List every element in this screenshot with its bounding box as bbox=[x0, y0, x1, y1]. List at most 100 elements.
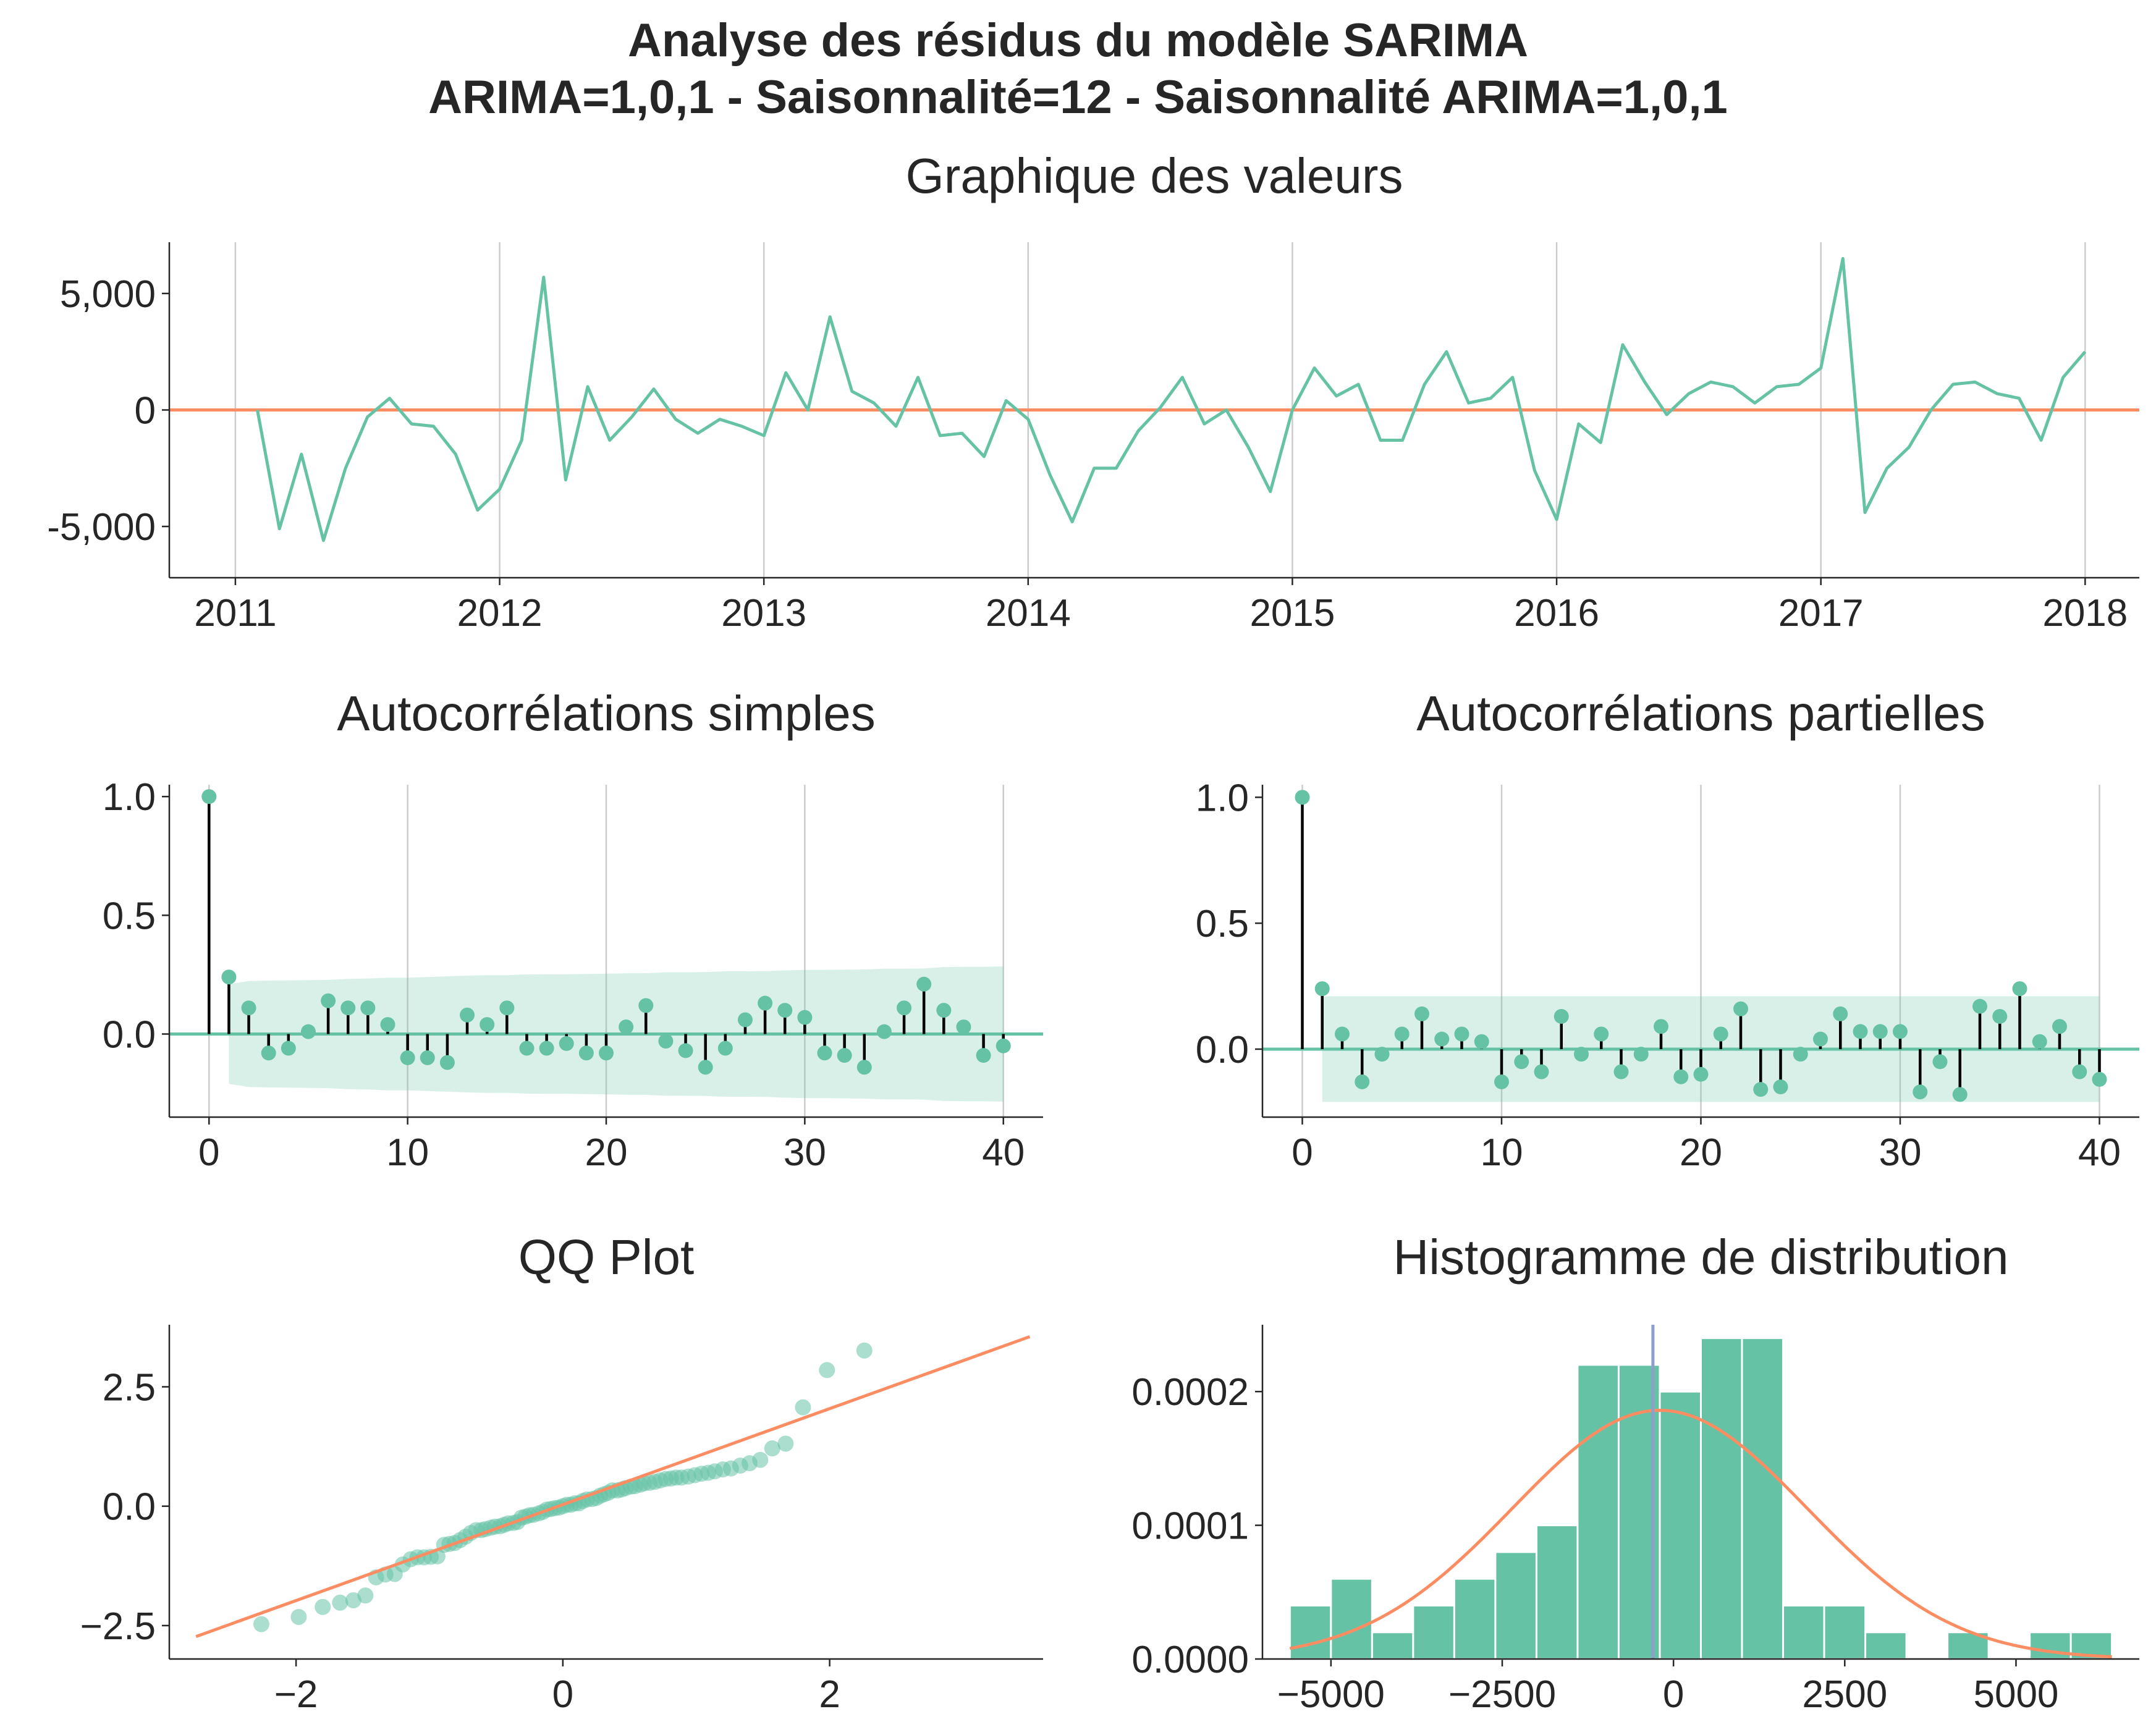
stem-marker bbox=[281, 1041, 296, 1056]
qq-point bbox=[253, 1616, 269, 1632]
stem-marker bbox=[578, 1045, 594, 1061]
x-tick-label: 10 bbox=[386, 1131, 429, 1174]
x-tick-label: 2014 bbox=[986, 592, 1071, 635]
stem-marker bbox=[340, 1000, 356, 1016]
qq-point bbox=[764, 1440, 780, 1457]
x-tick-label: 5000 bbox=[1973, 1673, 2058, 1716]
histogram-bar bbox=[1288, 1604, 1332, 1660]
stem-marker bbox=[1613, 1064, 1629, 1079]
stem-marker bbox=[2052, 1019, 2067, 1034]
stem-marker bbox=[1773, 1079, 1788, 1095]
x-tick-label: 20 bbox=[585, 1131, 628, 1174]
stem-marker bbox=[817, 1045, 832, 1061]
stem-marker bbox=[559, 1036, 574, 1051]
y-tick-label: 0.5 bbox=[103, 895, 156, 937]
y-tick-label: 0.0 bbox=[103, 1486, 156, 1529]
y-tick-label: −2.5 bbox=[80, 1605, 156, 1648]
histogram-bar bbox=[1494, 1551, 1537, 1660]
stem-marker bbox=[996, 1038, 1011, 1053]
stem-marker bbox=[1893, 1024, 1908, 1039]
x-tick-label: 40 bbox=[982, 1131, 1025, 1174]
stem-marker bbox=[1554, 1008, 1569, 1024]
stem-marker bbox=[460, 1007, 475, 1023]
suptitle-line-2: ARIMA=1,0,1 - Saisonnalité=12 - Saisonna… bbox=[428, 71, 1728, 124]
stem-marker bbox=[1494, 1074, 1509, 1089]
stem-marker bbox=[976, 1048, 991, 1063]
panel-title: Autocorrélations simples bbox=[337, 686, 875, 741]
stem-marker bbox=[1673, 1069, 1689, 1084]
x-tick-label: 20 bbox=[1680, 1131, 1722, 1174]
panel-acf: Autocorrélations simples 0 10 20 30 40 0.0 0.5 1… bbox=[103, 686, 1043, 1174]
y-tick-label: 2.5 bbox=[103, 1366, 156, 1409]
x-tick-label: 0 bbox=[198, 1131, 219, 1174]
stem-marker bbox=[1992, 1008, 2008, 1024]
y-tick-label: 0.0001 bbox=[1131, 1505, 1249, 1548]
stem-marker bbox=[539, 1041, 554, 1056]
stem-marker bbox=[2012, 981, 2027, 997]
stem-marker bbox=[698, 1060, 713, 1075]
stem-marker bbox=[499, 1000, 515, 1016]
panel-pacf: Autocorrélations partielles 0 10 20 30 40 0.0 0… bbox=[1196, 686, 2139, 1174]
stem-marker bbox=[2032, 1034, 2047, 1049]
stem-marker bbox=[1454, 1026, 1469, 1042]
stem-marker bbox=[1753, 1082, 1769, 1097]
stem-marker bbox=[1932, 1054, 1948, 1070]
x-tick-label: 30 bbox=[1879, 1131, 1922, 1174]
stem-marker bbox=[439, 1055, 455, 1070]
residuals-line bbox=[256, 256, 2087, 542]
stem-marker bbox=[1913, 1084, 1928, 1100]
stem-marker bbox=[1394, 1026, 1410, 1042]
histogram-bar bbox=[1782, 1604, 1825, 1660]
stem-marker bbox=[777, 1003, 793, 1018]
stem-marker bbox=[1952, 1087, 1968, 1102]
stem-marker bbox=[916, 976, 932, 992]
y-tick-label: 0.0002 bbox=[1131, 1371, 1249, 1414]
panel-histogram: Histogramme de distribution −5000 −2500 0 25… bbox=[1131, 1230, 2139, 1716]
stem-marker bbox=[2072, 1064, 2087, 1079]
y-tick-label: 1.0 bbox=[1196, 777, 1249, 819]
stem-marker bbox=[380, 1017, 395, 1032]
stem-marker bbox=[1633, 1047, 1649, 1062]
figure-suptitle: Analyse des résidus du modèle SARIMA ARI… bbox=[0, 12, 2156, 126]
stem-marker bbox=[717, 1041, 733, 1056]
x-tick-label: 2017 bbox=[1778, 592, 1864, 635]
qq-point bbox=[332, 1594, 349, 1611]
stem-marker bbox=[1314, 981, 1330, 997]
y-tick-label: 5,000 bbox=[60, 273, 156, 316]
histogram-bar bbox=[1823, 1604, 1867, 1660]
panel-title: QQ Plot bbox=[518, 1230, 695, 1285]
stem-marker bbox=[1793, 1047, 1808, 1062]
x-tick-label: −5000 bbox=[1277, 1673, 1385, 1716]
stem-marker bbox=[1474, 1034, 1489, 1049]
stem-marker bbox=[400, 1050, 415, 1065]
stem-marker bbox=[1594, 1026, 1609, 1042]
qq-point bbox=[357, 1587, 374, 1604]
suptitle-line-1: Analyse des résidus du modèle SARIMA bbox=[627, 14, 1529, 67]
y-tick-label: 0.5 bbox=[1196, 903, 1249, 945]
histogram-bar bbox=[1700, 1337, 1743, 1660]
histogram-bar bbox=[2029, 1631, 2072, 1660]
panel-values: Graphique des valeurs 2011 2012 2013 2014 201… bbox=[47, 148, 2139, 635]
qq-reference-line bbox=[195, 1335, 1031, 1639]
x-tick-label: 10 bbox=[1481, 1131, 1523, 1174]
x-tick-label: 2500 bbox=[1802, 1673, 1887, 1716]
stem-marker bbox=[1972, 998, 1987, 1014]
stem-marker bbox=[1713, 1026, 1728, 1042]
x-tick-label: 2016 bbox=[1514, 592, 1599, 635]
y-tick-label: 0.0 bbox=[103, 1014, 156, 1057]
histogram-bar bbox=[1330, 1577, 1373, 1660]
stem-marker bbox=[321, 993, 336, 1008]
stem-marker bbox=[936, 1003, 952, 1018]
x-tick-label: 40 bbox=[2078, 1131, 2121, 1174]
stem-marker bbox=[360, 1000, 376, 1016]
stem-marker bbox=[2092, 1071, 2107, 1087]
x-tick-label: 2015 bbox=[1249, 592, 1335, 635]
qq-point bbox=[752, 1451, 769, 1468]
y-tick-label: 0.0 bbox=[1196, 1029, 1249, 1071]
histogram-bar bbox=[1576, 1364, 1620, 1660]
x-tick-label: 2 bbox=[819, 1673, 840, 1716]
panel-title: Histogramme de distribution bbox=[1393, 1230, 2009, 1285]
histogram-bar bbox=[1741, 1337, 1785, 1660]
stem-marker bbox=[1813, 1031, 1828, 1047]
